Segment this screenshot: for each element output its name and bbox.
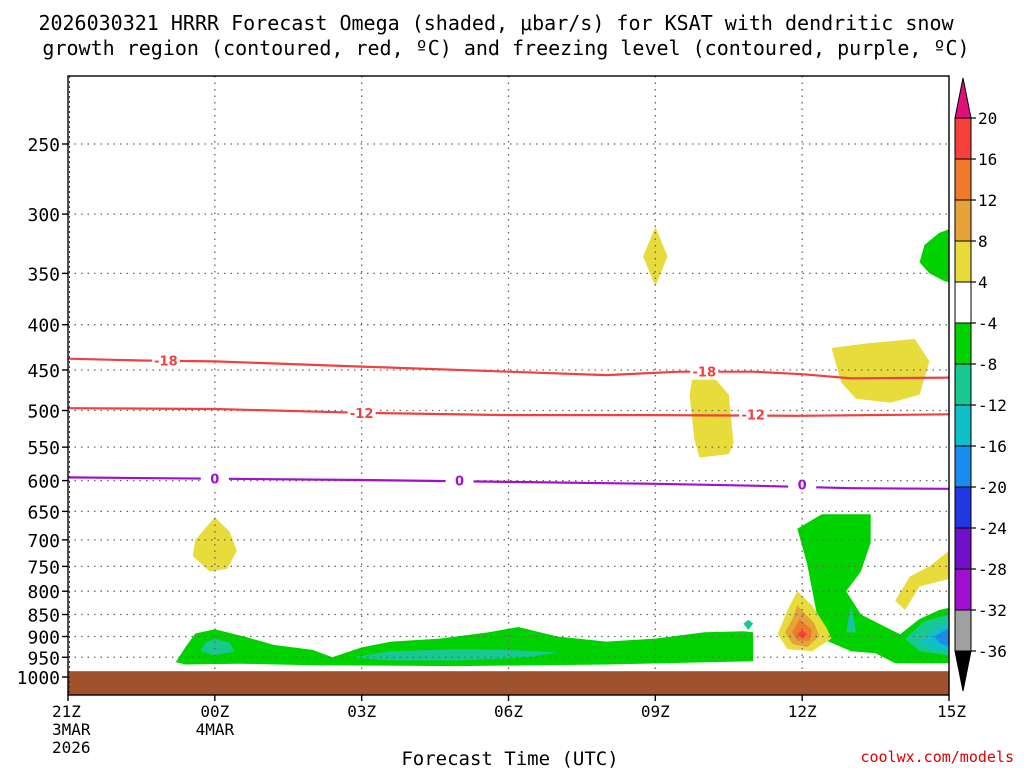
right-ascent-green: [797, 514, 949, 664]
colorbar-label-3: 8: [978, 232, 988, 251]
contours: -18 -18 -12 -12 0 0 0: [67, 352, 950, 493]
freezing-level-label-1: 0: [455, 475, 464, 490]
dgz-minus12-label-bg-1: [739, 406, 768, 423]
colorbar-top-arrow: [954, 77, 972, 119]
dgz-minus12-label-0: -12: [350, 407, 374, 422]
freezing-level-label-bg-1: [445, 472, 474, 489]
y-tick-label-800: 800: [27, 582, 60, 603]
colorbar-label-13: -36: [978, 642, 1007, 661]
x-tick-date-00Z: 4MAR: [196, 720, 235, 739]
colorbar-bin-6: [954, 363, 972, 406]
y-tick-label-950: 950: [27, 648, 60, 669]
colorbar-label-10: -24: [978, 519, 1007, 538]
colorbar-bin-11: [954, 568, 972, 611]
colorbar-bin-7: [954, 404, 972, 447]
freezing-level-label-2: 0: [798, 478, 807, 493]
descent-dgz-yellow: [689, 365, 734, 458]
upper-green: [919, 229, 949, 283]
descent-right-yellow: [831, 338, 930, 403]
x-tick-label-06Z: 06Z: [494, 702, 523, 721]
dgz-minus18-line: [67, 357, 950, 380]
x-tick-label-00Z: 00Z: [200, 702, 229, 721]
chart-title-line-1: 2026030321 HRRR Forecast Omega (shaded, …: [38, 11, 954, 35]
plot-area: -18 -18 -12 -12 0 0 0 250 300 350 400 450 500 550 600 6…: [17, 75, 1007, 757]
y-tick-label-550: 550: [27, 438, 60, 459]
y-tick-label-750: 750: [27, 557, 60, 578]
y-tick-label-350: 350: [27, 264, 60, 285]
colorbar-bin-10: [954, 527, 972, 570]
dgz-minus18-label-0: -18: [154, 354, 178, 369]
credit-text: coolwx.com/models: [860, 748, 1014, 766]
colorbar-bin-12: [954, 609, 972, 652]
colorbar-bin-3: [954, 240, 972, 283]
y-tick-label-1000: 1000: [17, 668, 60, 689]
colorbar-label-0: 20: [978, 109, 997, 128]
x-tick-label-15Z: 15Z: [937, 702, 966, 721]
colorbar-bottom-arrow: [954, 650, 972, 692]
y-tick-label-500: 500: [27, 402, 60, 423]
x-tick-label-03Z: 03Z: [347, 702, 376, 721]
colorbar-bin-9: [954, 486, 972, 529]
colorbar-label-5: -4: [978, 314, 997, 333]
colorbar: 20 16 12 8 4 -4 -8 -12 -16 -20 -24 -28 -32 -36: [954, 77, 1007, 692]
dgz-minus12-label-bg-0: [347, 404, 376, 421]
right-ascent-cyan: [919, 623, 949, 652]
y-tick-label-850: 850: [27, 606, 60, 627]
x-tick-label-21Z: 21Z: [52, 702, 81, 721]
colorbar-label-11: -28: [978, 560, 1007, 579]
x-tick-year-21Z: 2026: [52, 738, 91, 757]
ground-fill: [68, 671, 949, 695]
colorbar-label-7: -12: [978, 396, 1007, 415]
right-ascent-cyan-2: [848, 613, 854, 626]
colorbar-label-8: -16: [978, 437, 1007, 456]
colorbar-label-2: 12: [978, 191, 997, 210]
y-tick-label-300: 300: [27, 205, 60, 226]
descent-upper-yellow: [643, 226, 668, 287]
y-tick-label-700: 700: [27, 531, 60, 552]
y-axis-ticks: 2503003504004505005506006507007508008509…: [17, 135, 68, 689]
colorbar-bin-2: [954, 199, 972, 242]
colorbar-label-6: -8: [978, 355, 997, 374]
colorbar-bin-8: [954, 445, 972, 488]
freezing-level-label-bg-2: [788, 476, 817, 493]
sfc-ascent-green: [175, 627, 754, 667]
descent-lowright-yellow: [895, 550, 949, 610]
x-tick-date-21Z: 3MAR: [52, 720, 91, 739]
colorbar-label-1: 16: [978, 150, 997, 169]
colorbar-label-9: -20: [978, 478, 1007, 497]
omega-shading: [175, 226, 949, 667]
colorbar-bin-0: [954, 117, 972, 160]
dgz-minus12-label-1: -12: [741, 408, 765, 423]
right-ascent-blue: [934, 627, 949, 647]
colorbar-bin-4: [954, 281, 972, 324]
dgz-minus12-line: [67, 407, 950, 417]
x-tick-label-12Z: 12Z: [788, 702, 817, 721]
y-tick-label-650: 650: [27, 502, 60, 523]
x-tick-label-09Z: 09Z: [641, 702, 670, 721]
sfc-ascent-teal-left: [200, 638, 235, 656]
freezing-level-label-bg-0: [200, 470, 229, 487]
y-tick-label-600: 600: [27, 472, 60, 493]
dgz-minus18-label-bg-1: [690, 363, 719, 380]
dgz-minus18-label-1: -18: [693, 366, 717, 381]
y-tick-label-900: 900: [27, 627, 60, 648]
colorbar-label-12: -32: [978, 601, 1007, 620]
y-tick-label-450: 450: [27, 361, 60, 382]
colorbar-bin-1: [954, 158, 972, 201]
descent-12z-red: [797, 630, 808, 639]
x-axis-label: Forecast Time (UTC): [401, 748, 618, 768]
freezing-level-label-0: 0: [210, 473, 219, 488]
sfc-ascent-teal-mid: [351, 649, 558, 661]
chart-title-line-2: growth region (contoured, red, ºC) and f…: [42, 36, 969, 60]
colorbar-label-4: 4: [978, 273, 988, 292]
sfc-ascent-teal-small: [743, 619, 754, 630]
y-tick-label-400: 400: [27, 316, 60, 337]
dgz-minus18-label-bg-0: [151, 352, 180, 369]
colorbar-bin-5: [954, 322, 972, 365]
freezing-level-line: [67, 476, 950, 490]
y-tick-label-250: 250: [27, 135, 60, 156]
